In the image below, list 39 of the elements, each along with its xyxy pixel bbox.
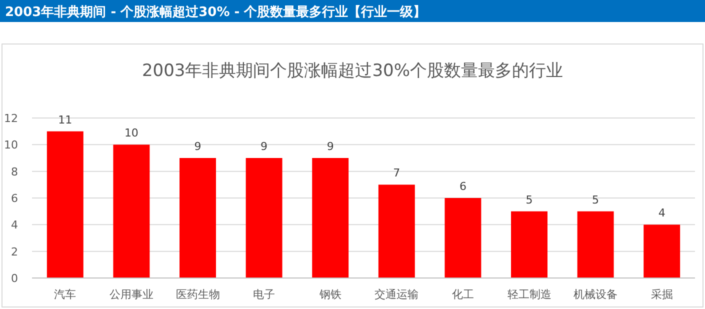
bar (511, 211, 548, 278)
bar (46, 131, 84, 278)
bar (312, 158, 349, 278)
x-tick-label: 钢铁 (318, 288, 342, 301)
bar (444, 198, 482, 278)
bar (180, 158, 216, 278)
data-label: 4 (658, 206, 666, 220)
data-label: 5 (526, 193, 533, 206)
bar (577, 211, 614, 278)
x-tick-label: 轻工制造 (507, 288, 552, 301)
bar (246, 158, 282, 278)
data-label: 10 (124, 126, 138, 140)
y-tick-label: 12 (4, 112, 18, 125)
y-tick-label: 2 (11, 245, 18, 258)
x-tick-label: 交通运输 (374, 288, 419, 301)
y-tick-label: 8 (11, 165, 18, 178)
chart-subtitle: 2003年非典期间个股涨幅超过30%个股数量最多的行业 (142, 61, 564, 81)
data-label: 9 (326, 140, 334, 153)
y-tick-label: 6 (11, 192, 18, 205)
data-label: 6 (459, 180, 466, 193)
x-tick-label: 汽车 (54, 288, 76, 301)
x-tick-label: 医药生物 (176, 288, 220, 301)
x-tick-label: 电子 (253, 288, 276, 301)
data-label: 9 (194, 140, 202, 153)
x-tick-label: 采掘 (650, 288, 673, 301)
bar (113, 144, 150, 278)
bar (644, 224, 680, 278)
x-tick-label: 机械设备 (574, 288, 618, 301)
bar (378, 184, 415, 278)
data-label: 11 (58, 113, 72, 126)
y-tick-label: 10 (4, 138, 18, 152)
y-tick-label: 0 (11, 272, 18, 285)
x-tick-label: 公用事业 (109, 288, 154, 301)
chart-title: 2003年非典期间 - 个股涨幅超过30% - 个股数量最多行业【行业一级】 (5, 4, 426, 20)
x-tick-label: 化工 (452, 288, 474, 301)
y-tick-label: 4 (11, 218, 18, 232)
data-label: 7 (393, 166, 400, 180)
data-label: 5 (592, 193, 600, 206)
data-label: 9 (260, 140, 268, 153)
